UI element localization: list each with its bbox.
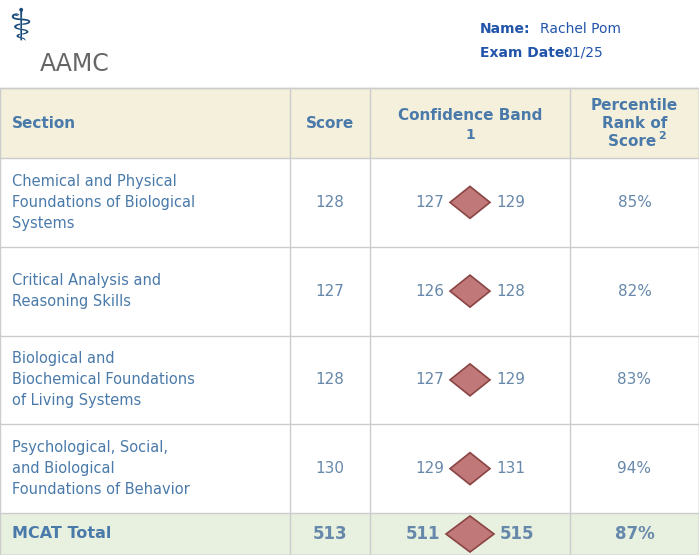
Text: 129: 129 (496, 195, 525, 210)
Polygon shape (450, 364, 490, 396)
Text: 127: 127 (315, 284, 345, 299)
Text: Rachel Pom: Rachel Pom (540, 22, 621, 36)
Text: 83%: 83% (617, 372, 651, 387)
Text: 128: 128 (315, 372, 345, 387)
Text: 85%: 85% (617, 195, 651, 210)
Text: 2: 2 (658, 131, 666, 141)
Polygon shape (450, 275, 490, 307)
Text: 127: 127 (415, 195, 444, 210)
Text: 01/25: 01/25 (563, 46, 603, 60)
Text: 126: 126 (415, 284, 444, 299)
Bar (0, 88, 699, 555)
Text: Psychological, Social,
and Biological
Foundations of Behavior: Psychological, Social, and Biological Fo… (12, 440, 189, 497)
Text: Score: Score (607, 134, 661, 149)
Text: Percentile: Percentile (591, 98, 678, 113)
Bar (0, 88, 699, 158)
Text: 94%: 94% (617, 461, 651, 476)
Text: 127: 127 (415, 372, 444, 387)
Text: 128: 128 (496, 284, 525, 299)
Text: 129: 129 (496, 372, 525, 387)
Text: 131: 131 (496, 461, 525, 476)
Bar (0, 0, 699, 88)
Polygon shape (450, 186, 490, 218)
Polygon shape (450, 453, 490, 485)
Bar (0, 247, 699, 336)
Text: 87%: 87% (614, 525, 654, 543)
Text: Critical Analysis and
Reasoning Skills: Critical Analysis and Reasoning Skills (12, 273, 161, 309)
Text: Rank of: Rank of (602, 115, 667, 130)
Text: Biological and
Biochemical Foundations
of Living Systems: Biological and Biochemical Foundations o… (12, 351, 195, 408)
Polygon shape (446, 516, 494, 552)
Text: Name:: Name: (480, 22, 531, 36)
Text: Exam Date:: Exam Date: (480, 46, 570, 60)
Text: 130: 130 (315, 461, 345, 476)
Bar (0, 158, 699, 247)
Text: Confidence Band: Confidence Band (398, 108, 542, 123)
Text: 513: 513 (312, 525, 347, 543)
Text: Chemical and Physical
Foundations of Biological
Systems: Chemical and Physical Foundations of Bio… (12, 174, 195, 231)
Text: 1: 1 (465, 128, 475, 142)
Text: 129: 129 (415, 461, 444, 476)
Text: 515: 515 (500, 525, 535, 543)
Bar (0, 336, 699, 424)
Bar (0, 513, 699, 555)
Text: ⚕: ⚕ (8, 5, 32, 48)
Text: 511: 511 (405, 525, 440, 543)
Text: Score: Score (306, 115, 354, 130)
Text: 82%: 82% (617, 284, 651, 299)
Text: AAMC: AAMC (40, 52, 110, 76)
Text: Section: Section (12, 115, 76, 130)
Text: MCAT Total: MCAT Total (12, 527, 111, 542)
Bar (0, 424, 699, 513)
Text: 128: 128 (315, 195, 345, 210)
